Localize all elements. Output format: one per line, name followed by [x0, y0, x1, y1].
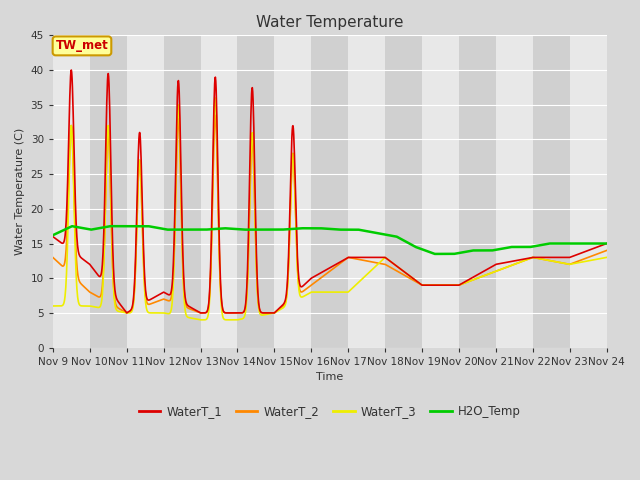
Bar [311, 36, 348, 348]
Bar [275, 36, 311, 348]
Bar [164, 36, 200, 348]
Bar [200, 36, 237, 348]
Bar [532, 36, 570, 348]
Bar [422, 36, 459, 348]
Y-axis label: Water Temperature (C): Water Temperature (C) [15, 128, 25, 255]
Title: Water Temperature: Water Temperature [256, 15, 403, 30]
Bar [237, 36, 275, 348]
Legend: WaterT_1, WaterT_2, WaterT_3, H2O_Temp: WaterT_1, WaterT_2, WaterT_3, H2O_Temp [134, 400, 525, 423]
Bar [459, 36, 496, 348]
Bar [496, 36, 532, 348]
Bar [127, 36, 164, 348]
Bar [348, 36, 385, 348]
Bar [90, 36, 127, 348]
X-axis label: Time: Time [316, 372, 343, 382]
Bar [53, 36, 90, 348]
Bar [570, 36, 607, 348]
Text: TW_met: TW_met [56, 39, 108, 52]
Bar [385, 36, 422, 348]
